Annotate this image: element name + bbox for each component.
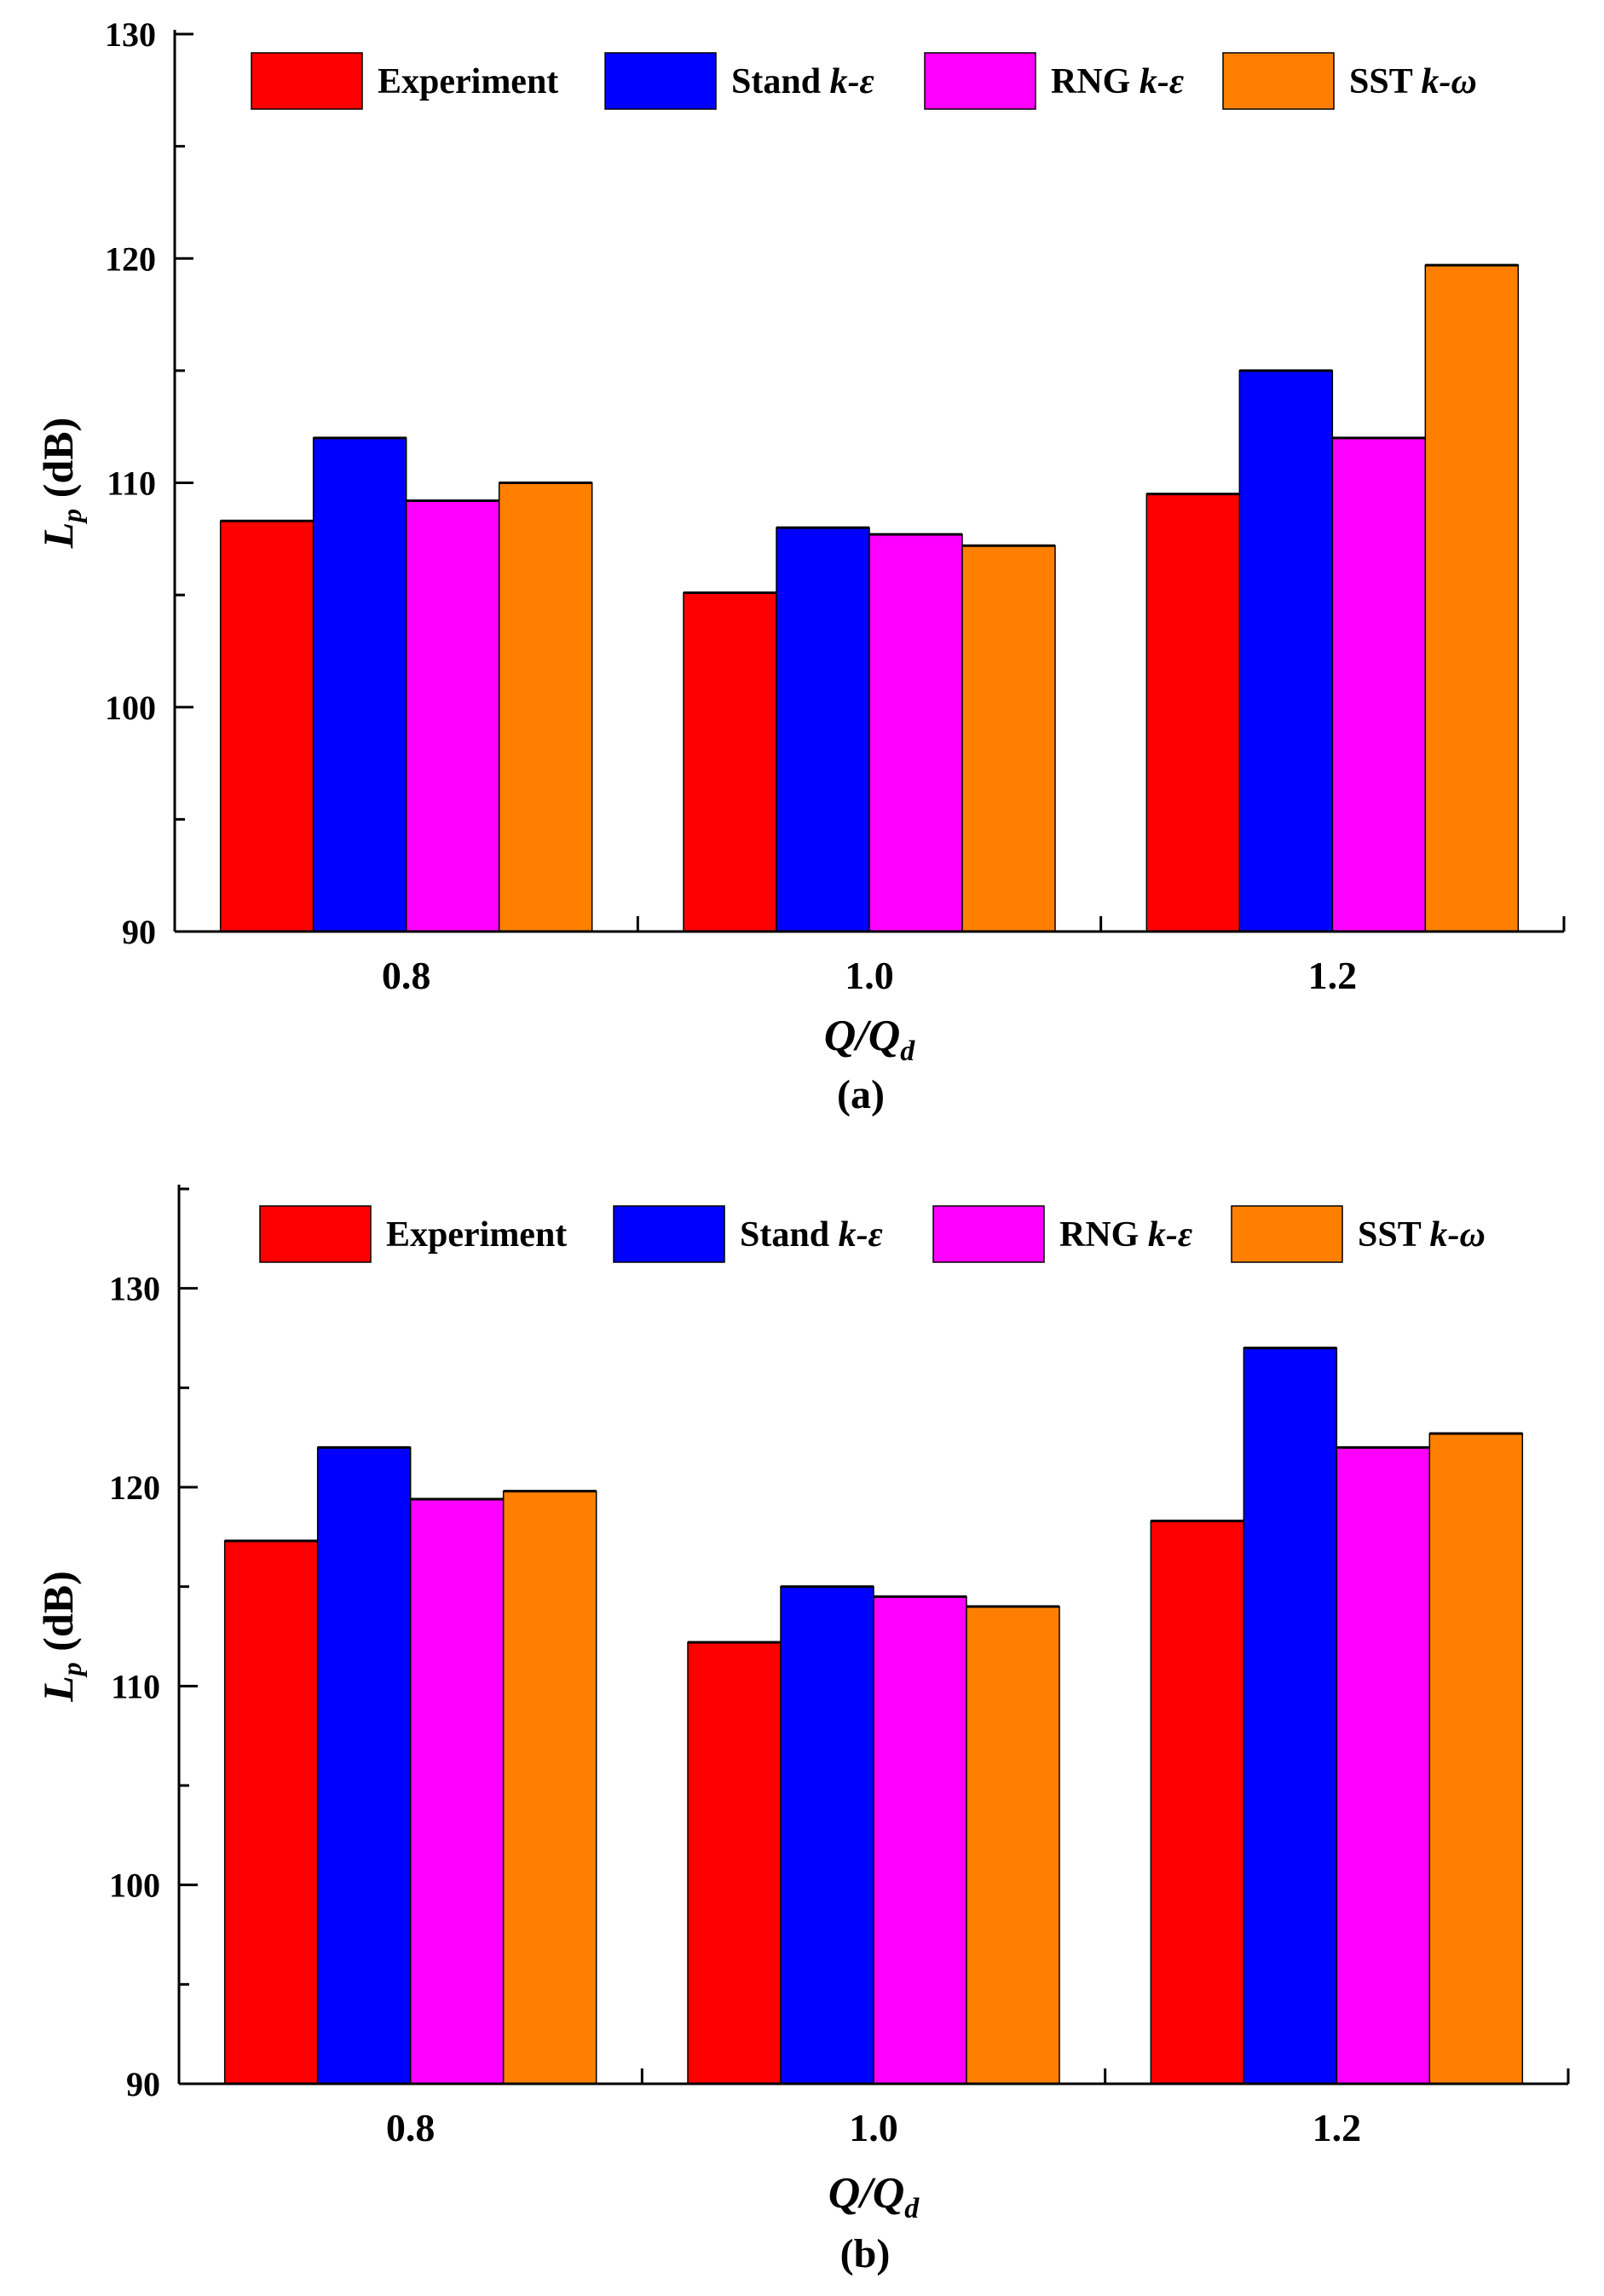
x-axis-label-main: Q/Q: [828, 2169, 905, 2218]
x-axis-label-main: Q/Q: [824, 1012, 901, 1060]
bar-experiment-0.8: [223, 1540, 319, 2085]
y-axis-label-unit: (dB): [34, 418, 82, 509]
y-axis-label-sub: p: [56, 1662, 87, 1678]
y-tick-label: 110: [111, 1667, 160, 1705]
legend-label-italic: k-ε: [830, 62, 874, 101]
bar-experiment-1.0: [687, 1641, 782, 2085]
panel-label: (a): [837, 1072, 885, 1117]
y-axis-label: Lp (dB): [34, 1571, 87, 1703]
legend-label-text: RNG: [1059, 1215, 1148, 1255]
bar-rng-1.0: [873, 1595, 967, 2085]
y-axis-label-main: L: [34, 1676, 82, 1703]
bar-rng-0.8: [409, 1498, 505, 2085]
legend-label-rng: RNG k-ε: [1051, 62, 1184, 101]
y-tick-label: 100: [109, 1866, 160, 1905]
x-tick-label: 0.8: [382, 954, 431, 997]
legend-swatch-stand: [604, 52, 717, 110]
legend-label-text: Stand: [731, 62, 830, 101]
chart-panel-b: 90 100 110 120 130 0.8 1.0 1.2 Lp (dB) Q/Qd (b) Exp…: [34, 1185, 1570, 2276]
bar-rng-1.0: [868, 534, 963, 932]
y-tick-label: 120: [109, 1468, 160, 1507]
legend-label-italic: k-ω: [1421, 62, 1476, 101]
legend-swatch-sst: [1222, 52, 1335, 110]
y-axis-label: Lp (dB): [34, 418, 87, 550]
bar-stand-0.8: [312, 437, 407, 932]
bar-sst-1.0: [961, 545, 1056, 932]
bar-rng-1.2: [1336, 1446, 1431, 2085]
legend-label-italic: k-ω: [1429, 1215, 1485, 1255]
legend-swatch-experiment: [251, 52, 363, 110]
bar-stand-1.0: [780, 1585, 874, 2085]
bar-stand-0.8: [316, 1446, 412, 2085]
bar-experiment-0.8: [219, 520, 314, 932]
bar-stand-1.0: [776, 527, 870, 932]
x-axis-label-sub: d: [900, 1036, 915, 1067]
bar-experiment-1.2: [1150, 1520, 1245, 2085]
bar-experiment-1.2: [1145, 493, 1241, 932]
legend-swatch-experiment: [259, 1205, 372, 1263]
legend-swatch-rng: [932, 1205, 1045, 1263]
y-tick-label: 90: [126, 2065, 160, 2103]
bar-experiment-1.0: [683, 591, 777, 932]
legend-label-text: Experiment: [378, 62, 558, 101]
bar-stand-1.2: [1243, 1347, 1338, 2085]
bar-sst-0.8: [498, 482, 593, 932]
legend-swatch-sst: [1231, 1205, 1343, 1263]
bar-rng-1.2: [1331, 437, 1427, 932]
y-tick-label: 130: [105, 15, 156, 54]
legend-label-text: SST: [1358, 1215, 1429, 1255]
y-tick-label: 130: [109, 1270, 160, 1308]
y-tick-label: 120: [105, 239, 156, 278]
x-axis-label: Q/Qd: [824, 1012, 916, 1067]
legend-label-text: RNG: [1051, 62, 1140, 101]
legend-label-italic: k-ε: [1140, 62, 1184, 101]
y-tick-label: 100: [105, 689, 156, 727]
x-axis-label-sub: d: [904, 2193, 920, 2224]
chart-panel-a: 90 100 110 120 130 0.8 1.0 1.2 Lp (dB) Q/Qd (a) Exp…: [34, 15, 1566, 1117]
bar-stand-1.2: [1238, 370, 1334, 932]
x-tick-label: 1.0: [849, 2106, 898, 2149]
bar-sst-0.8: [502, 1490, 597, 2085]
legend-label-stand: Stand k-ε: [740, 1215, 883, 1255]
legend-label-sst: SST k-ω: [1349, 62, 1477, 101]
x-tick-label: 1.2: [1313, 2106, 1362, 2149]
x-tick-label: 1.0: [845, 954, 894, 997]
bar-sst-1.2: [1424, 264, 1520, 932]
legend-swatch-rng: [924, 52, 1036, 110]
legend-label-rng: RNG k-ε: [1059, 1215, 1192, 1255]
legend-swatch-stand: [613, 1205, 725, 1263]
x-axis-label: Q/Qd: [828, 2169, 920, 2224]
legend-label-text: Stand: [740, 1215, 839, 1255]
legend-label-sst: SST k-ω: [1358, 1215, 1486, 1255]
legend-label-experiment: Experiment: [386, 1215, 567, 1255]
x-tick-label: 1.2: [1308, 954, 1358, 997]
y-tick-label: 90: [122, 913, 156, 951]
bar-rng-0.8: [405, 499, 500, 932]
y-tick-label: 110: [107, 464, 156, 503]
legend-label-italic: k-ε: [1148, 1215, 1192, 1255]
legend-label-text: SST: [1349, 62, 1421, 101]
bar-sst-1.0: [966, 1606, 1060, 2085]
x-tick-label: 0.8: [386, 2106, 436, 2149]
y-axis-label-unit: (dB): [34, 1571, 82, 1662]
y-axis-label-sub: p: [56, 509, 87, 525]
y-axis-label-main: L: [34, 522, 82, 550]
legend-label-stand: Stand k-ε: [731, 62, 874, 101]
legend-label-italic: k-ε: [839, 1215, 883, 1255]
panel-label: (b): [840, 2231, 891, 2276]
legend-label-experiment: Experiment: [378, 62, 558, 101]
legend-label-text: Experiment: [386, 1215, 567, 1255]
bar-sst-1.2: [1428, 1433, 1524, 2085]
